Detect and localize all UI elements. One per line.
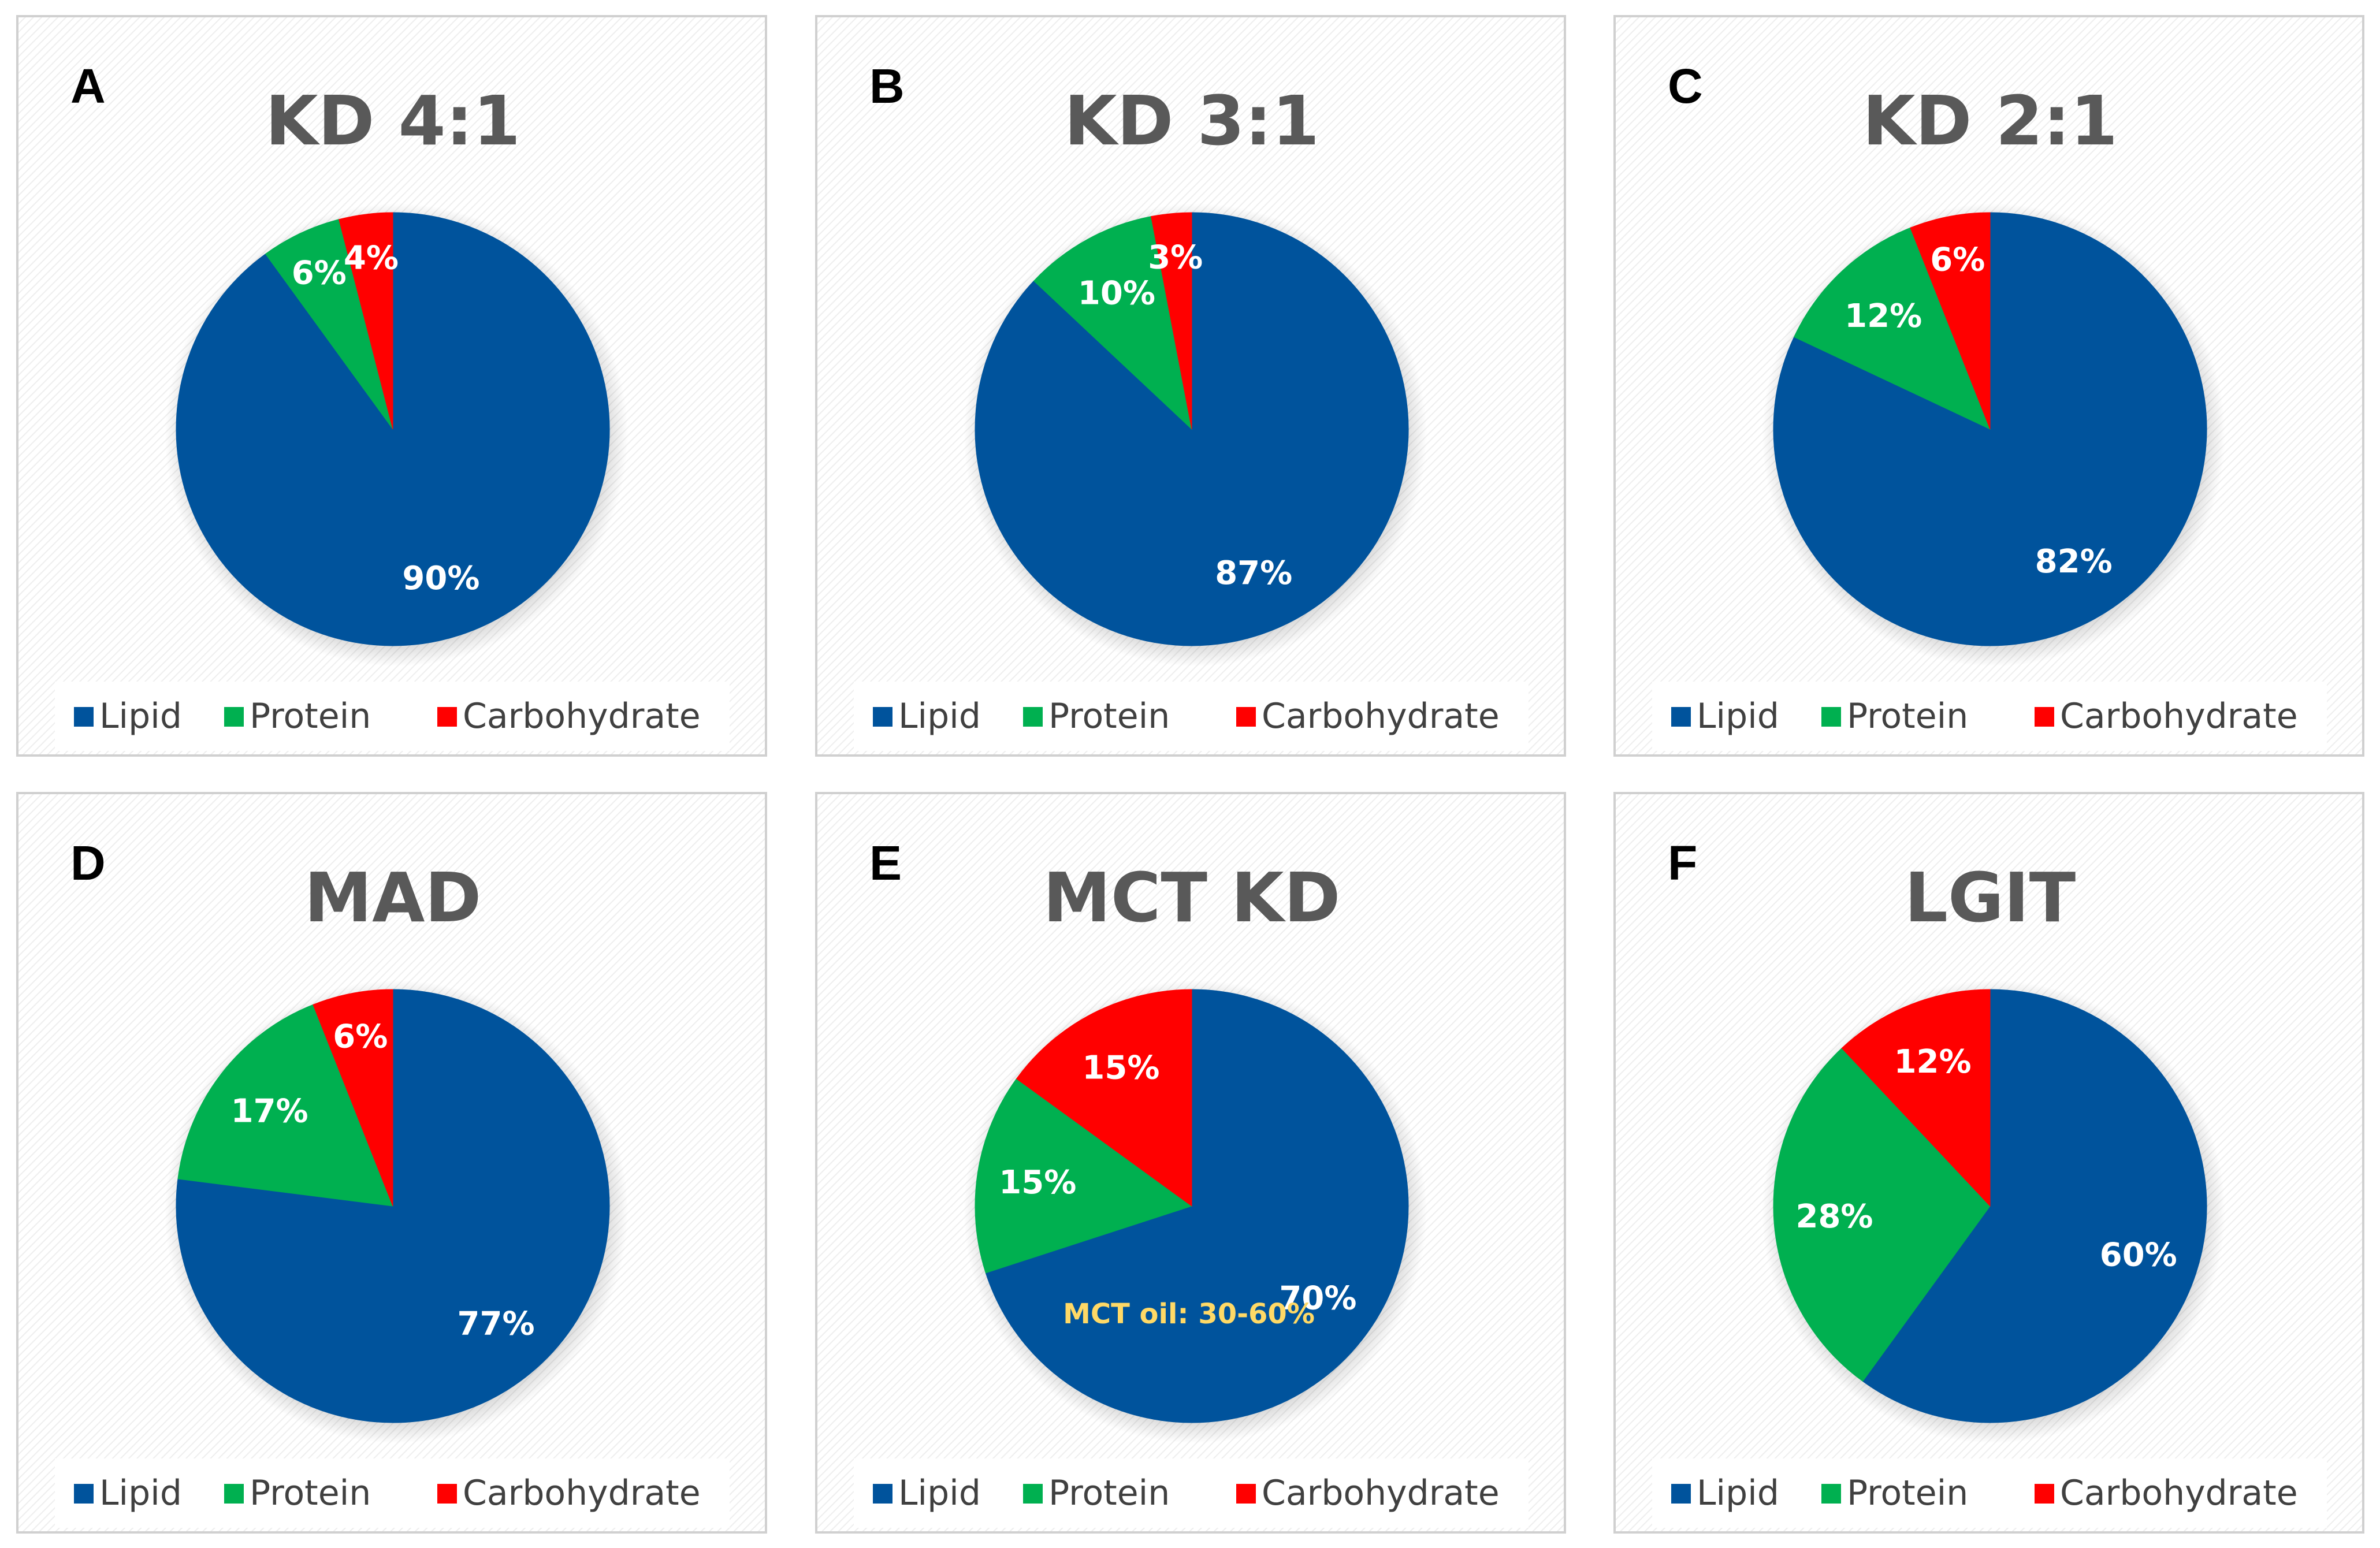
pie-slice-carbohydrate — [1910, 212, 1991, 430]
legend — [854, 682, 1529, 751]
legend-label-protein: Protein — [1847, 1473, 1968, 1513]
legend-swatch-lipid — [74, 1484, 94, 1504]
legend-swatch-protein — [1821, 1484, 1841, 1504]
legend-label-lipid: Lipid — [99, 1473, 182, 1513]
legend-label-protein: Protein — [1847, 696, 1968, 736]
panel-letter: E — [869, 836, 902, 890]
pie-slice-lipid — [176, 989, 610, 1423]
legend-label-protein: Protein — [250, 696, 371, 736]
legend-label-carbohydrate: Carbohydrate — [463, 1473, 701, 1513]
slice-label-protein: 12% — [1844, 297, 1922, 335]
slice-label-lipid: 87% — [1215, 555, 1292, 592]
legend — [55, 682, 730, 751]
slice-label-protein: 10% — [1078, 274, 1155, 312]
pie-slice-carbohydrate — [339, 212, 393, 430]
legend-label-carbohydrate: Carbohydrate — [1262, 1473, 1500, 1513]
legend-label-carbohydrate: Carbohydrate — [1262, 696, 1500, 736]
slice-label-protein: 17% — [231, 1093, 308, 1130]
slice-label-carbohydrate: 4% — [344, 239, 399, 277]
legend-label-carbohydrate: Carbohydrate — [2060, 696, 2298, 736]
slice-label-protein: 15% — [999, 1164, 1076, 1201]
mct-oil-annotation: MCT oil: 30-60% — [1063, 1298, 1315, 1330]
slice-label-lipid: 77% — [458, 1305, 535, 1343]
pie-slice-protein — [975, 1078, 1193, 1274]
legend-swatch-protein — [224, 707, 244, 727]
pie-slice-lipid — [985, 989, 1409, 1423]
chart-title: KD 2:1 — [1862, 81, 2118, 161]
pie-slice-lipid — [1862, 989, 2207, 1423]
legend-swatch-protein — [1023, 707, 1043, 727]
legend — [55, 1458, 730, 1528]
chart-title: KD 3:1 — [1064, 81, 1319, 161]
slice-label-lipid: 90% — [402, 560, 479, 597]
pie-slice-protein — [1794, 227, 1991, 430]
legend-swatch-protein — [1821, 707, 1841, 727]
legend-swatch-lipid — [74, 707, 94, 727]
legend-swatch-carbohydrate — [1236, 1484, 1256, 1504]
pie-slice-carbohydrate — [1841, 989, 1991, 1207]
pie-slice-carbohydrate — [1151, 212, 1192, 430]
panel-letter: D — [70, 836, 106, 890]
pie-slice-protein — [265, 219, 393, 430]
pie-slice-protein — [177, 1004, 393, 1207]
legend — [1652, 682, 2327, 751]
legend-swatch-carbohydrate — [437, 1484, 457, 1504]
legend-swatch-protein — [224, 1484, 244, 1504]
legend-swatch-protein — [1023, 1484, 1043, 1504]
slice-label-protein: 6% — [292, 255, 347, 292]
panel-letter: C — [1668, 59, 1703, 113]
legend-label-protein: Protein — [1048, 696, 1170, 736]
slice-label-protein: 28% — [1796, 1198, 1873, 1236]
pie-slice-carbohydrate — [313, 989, 393, 1207]
legend-swatch-carbohydrate — [1236, 707, 1256, 727]
slice-label-lipid: 82% — [2035, 543, 2113, 580]
panel-d: D MAD 77% 17% 6% Lipid Protein Carbohydrate — [16, 792, 767, 1534]
panel-b: B KD 3:1 87% 10%3% Lipid Protein Carbohydrate — [815, 15, 1566, 757]
legend-swatch-lipid — [873, 707, 892, 727]
legend-swatch-lipid — [873, 1484, 892, 1504]
slice-label-carbohydrate: 6% — [1930, 241, 1985, 278]
legend-label-lipid: Lipid — [1697, 696, 1779, 736]
legend-label-carbohydrate: Carbohydrate — [2060, 1473, 2298, 1513]
slice-label-carbohydrate: 3% — [1148, 239, 1203, 276]
panel-f: F LGIT 60% 28% 12% Lipid Protein Carbohydrate — [1613, 792, 2364, 1534]
legend-label-lipid: Lipid — [898, 696, 981, 736]
slice-label-carbohydrate: 6% — [333, 1018, 388, 1055]
chart-title: LGIT — [1905, 858, 2076, 937]
slice-label-carbohydrate: 12% — [1894, 1043, 1972, 1081]
legend-swatch-carbohydrate — [437, 707, 457, 727]
legend-label-protein: Protein — [1048, 1473, 1170, 1513]
legend-label-carbohydrate: Carbohydrate — [463, 696, 701, 736]
legend-label-lipid: Lipid — [99, 696, 182, 736]
legend-label-lipid: Lipid — [898, 1473, 981, 1513]
panel-letter: B — [869, 59, 905, 113]
panel-letter: F — [1668, 836, 1697, 890]
legend-swatch-carbohydrate — [2035, 707, 2054, 727]
panel-a: A KD 4:1 90% 6%4% Lipid Protein Carbohydrate — [16, 15, 767, 757]
pie-slice-protein — [1033, 216, 1192, 430]
legend-swatch-lipid — [1671, 707, 1691, 727]
legend-swatch-carbohydrate — [2035, 1484, 2054, 1504]
panel-letter: A — [70, 59, 106, 113]
legend-label-protein: Protein — [250, 1473, 371, 1513]
legend-swatch-lipid — [1671, 1484, 1691, 1504]
panel-e: E MCT KD 70% 15% 15% MCT oil: 30-60% Lipid Prot… — [815, 792, 1566, 1534]
chart-title: KD 4:1 — [265, 81, 520, 161]
slice-label-lipid: 70% — [1279, 1280, 1356, 1318]
pie-slice-protein — [1773, 1047, 1991, 1382]
pie-slice-carbohydrate — [1016, 989, 1192, 1207]
legend — [854, 1458, 1529, 1528]
chart-title: MAD — [304, 858, 482, 937]
panel-c: C KD 2:1 82% 12%6% Lipid Protein Carbohydrate — [1613, 15, 2364, 757]
chart-title: MCT KD — [1043, 858, 1341, 937]
legend — [1652, 1458, 2327, 1528]
slice-label-carbohydrate: 15% — [1082, 1049, 1159, 1086]
slice-label-lipid: 60% — [2100, 1236, 2177, 1274]
legend-label-lipid: Lipid — [1697, 1473, 1779, 1513]
